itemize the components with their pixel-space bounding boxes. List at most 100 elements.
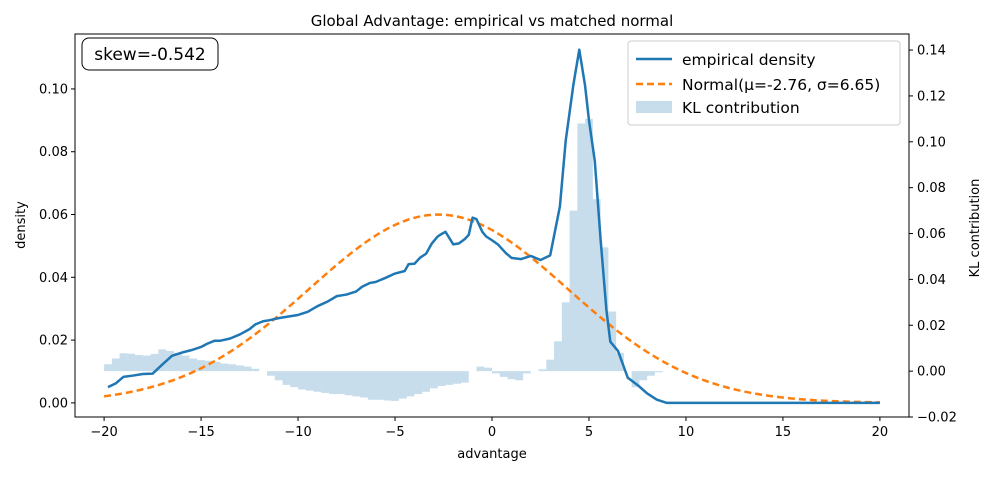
kl-bar: [282, 371, 291, 385]
x-tick-label: 15: [775, 425, 792, 440]
kl-bar: [367, 371, 376, 400]
kl-bar: [538, 369, 547, 372]
kl-bar: [135, 355, 143, 372]
kl-bar: [391, 371, 399, 401]
y-axis-ticks: 0.00 0.02 0.04 0.06 0.08 0.10: [39, 82, 75, 411]
kl-bar: [212, 361, 221, 372]
kl-bar: [313, 371, 322, 392]
legend-kl-label: KL contribution: [682, 99, 800, 117]
kl-bar: [600, 247, 609, 372]
x-tick-label: −5: [385, 425, 404, 440]
y2-axis-ticks: −0.02 0.00 0.02 0.04 0.06 0.08 0.10 0.12 0.14: [909, 44, 957, 426]
x-tick-label: −20: [90, 425, 117, 440]
x-tick-label: 10: [678, 425, 695, 440]
legend: empirical density Normal(μ=-2.76, σ=6.65…: [627, 40, 901, 126]
kl-bar: [647, 371, 655, 376]
chart-title: Global Advantage: empirical vs matched n…: [311, 12, 674, 30]
legend-normal-label: Normal(μ=-2.76, σ=6.65): [682, 76, 880, 94]
kl-bar: [507, 371, 516, 380]
kl-bar: [181, 355, 190, 372]
kl-bar: [298, 371, 306, 390]
kl-bar: [189, 358, 198, 372]
kl-bar: [554, 341, 562, 372]
legend-empirical-label: empirical density: [682, 51, 816, 69]
x-tick-label: −15: [187, 425, 214, 440]
kl-bar: [104, 364, 112, 372]
kl-bar: [515, 371, 524, 381]
kl-bar: [499, 371, 508, 377]
y-tick-label: 0.00: [39, 396, 68, 411]
kl-bar: [492, 371, 500, 374]
kl-bar: [592, 199, 601, 372]
y2-tick-label: 0.02: [917, 319, 946, 334]
kl-bar: [445, 371, 454, 385]
kl-bar: [398, 371, 407, 399]
y2-tick-label: 0.12: [917, 89, 946, 104]
kl-bar: [460, 371, 469, 383]
normal-curve-line: [103, 213, 880, 404]
kl-bar: [639, 371, 648, 381]
kl-bar: [383, 371, 392, 401]
kl-bar: [429, 371, 438, 389]
kl-bar: [166, 350, 174, 372]
x-axis-label: advantage: [457, 447, 526, 462]
y-tick-label: 0.10: [39, 82, 68, 97]
y2-tick-label: 0.14: [917, 44, 946, 59]
kl-bar: [267, 371, 275, 376]
kl-bar: [608, 311, 617, 372]
kl-bar: [158, 349, 167, 372]
kl-bar: [243, 366, 252, 372]
kl-bar: [119, 353, 128, 372]
x-axis-ticks: −20 −15 −10 −5 0 5 10 15 20: [90, 417, 888, 440]
y2-tick-label: 0.10: [917, 135, 946, 150]
normal-curve-group: [103, 213, 880, 404]
kl-bar: [235, 365, 244, 372]
kl-bar: [173, 352, 182, 372]
kl-bar: [150, 353, 159, 372]
skew-annotation-text: skew=-0.542: [94, 45, 206, 65]
y-tick-label: 0.06: [39, 208, 68, 223]
kl-bar: [228, 364, 236, 372]
x-tick-label: 0: [488, 425, 496, 440]
x-tick-label: 5: [585, 425, 593, 440]
y2-tick-label: 0.04: [917, 273, 946, 288]
kl-bar: [375, 371, 384, 400]
empirical-density-group: [107, 48, 880, 405]
skew-annotation: skew=-0.542: [81, 37, 219, 71]
empirical-density-line: [107, 48, 880, 405]
kl-bar: [569, 210, 578, 372]
kl-bar: [111, 358, 120, 372]
kl-bar: [329, 371, 337, 395]
kl-bar: [437, 371, 446, 387]
kl-bar: [251, 368, 260, 372]
kl-bar: [406, 371, 415, 397]
kl-bar: [546, 359, 555, 372]
x-tick-label: 20: [872, 425, 889, 440]
kl-bar: [561, 302, 570, 372]
kl-bar: [631, 371, 640, 388]
kl-bar: [476, 366, 485, 372]
y2-axis-label: KL contribution: [968, 179, 983, 278]
kl-bar: [220, 363, 229, 372]
y2-tick-label: 0.06: [917, 227, 946, 242]
kl-bar: [654, 371, 663, 373]
kl-contribution-bars: [104, 118, 663, 401]
kl-bar: [360, 371, 368, 398]
kl-bar: [453, 371, 461, 384]
y2-tick-label: −0.02: [917, 411, 957, 426]
kl-bar: [352, 371, 361, 397]
x-tick-label: −10: [284, 425, 311, 440]
kl-bar: [616, 352, 624, 372]
kl-bar: [484, 367, 492, 372]
kl-bar: [274, 371, 283, 381]
y-tick-label: 0.04: [39, 271, 68, 286]
y2-tick-label: 0.00: [917, 365, 946, 380]
kl-bar: [204, 360, 213, 372]
kl-bar: [290, 371, 299, 388]
kl-bar: [414, 371, 423, 395]
kl-bar: [321, 371, 330, 393]
skew-annotation-box: [81, 37, 219, 71]
y2-tick-label: 0.08: [917, 181, 946, 196]
